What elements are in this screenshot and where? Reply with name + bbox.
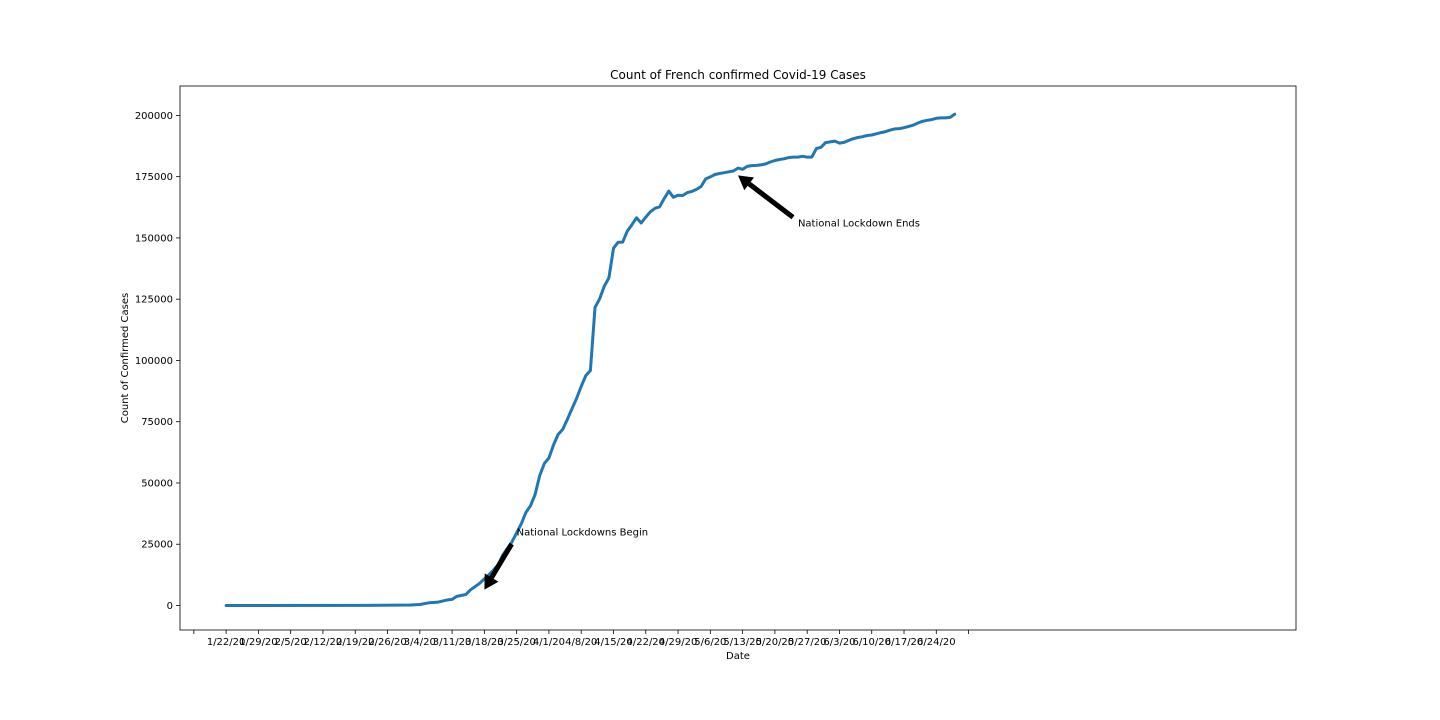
x-tick-label: 5/13/20 [723, 637, 762, 648]
x-tick-label: 2/5/20 [275, 637, 307, 648]
x-tick-label: 5/6/20 [694, 637, 726, 648]
y-tick-label: 25000 [141, 540, 173, 551]
x-tick-label: 6/24/20 [917, 637, 956, 648]
y-tick-label: 100000 [135, 356, 173, 367]
y-tick-label: 75000 [141, 417, 173, 428]
series-line-0 [224, 112, 957, 607]
x-tick-label: 6/17/20 [885, 637, 924, 648]
y-tick-label: 0 [167, 601, 173, 612]
y-tick-label: 200000 [135, 111, 173, 122]
chart-title: Count of French confirmed Covid-19 Cases [610, 68, 866, 82]
plot-area-frame [179, 85, 1297, 631]
y-axis-label: Count of Confirmed Cases [120, 293, 131, 423]
y-tick-label: 50000 [141, 478, 173, 489]
x-axis: 1/22/201/29/202/5/202/12/202/19/202/26/2… [193, 630, 969, 648]
series-layer [224, 112, 957, 607]
x-tick-label: 1/29/20 [239, 637, 278, 648]
x-tick-label: 2/19/20 [336, 637, 375, 648]
x-tick-label: 4/1/20 [533, 637, 565, 648]
x-tick-label: 6/10/20 [852, 637, 891, 648]
y-tick-label: 150000 [135, 233, 173, 244]
x-tick-label: 4/22/20 [626, 637, 665, 648]
x-tick-label: 1/22/20 [207, 637, 246, 648]
x-tick-label: 3/11/20 [433, 637, 472, 648]
annotation-label: National Lockdowns Begin [517, 527, 649, 538]
y-tick-label: 125000 [135, 295, 173, 306]
annotation-arrow-head [738, 175, 754, 191]
annotation-label: National Lockdown Ends [798, 219, 920, 230]
x-tick-label: 3/18/20 [465, 637, 504, 648]
y-axis: 0 25000 50000 75000 100000 125000 150000 175000… [135, 111, 180, 612]
x-tick-label: 6/3/20 [823, 637, 855, 648]
x-tick-label: 4/8/20 [565, 637, 597, 648]
x-tick-label: 4/15/20 [594, 637, 633, 648]
annotation-arrow-shaft [747, 181, 795, 220]
annotation-arrow-head [484, 573, 499, 590]
x-tick-label: 5/20/20 [756, 637, 795, 648]
annotations: National Lockdowns Begin National Lockdow… [484, 175, 920, 590]
x-axis-label: Date [726, 651, 750, 662]
x-tick-label: 2/26/20 [368, 637, 407, 648]
annotation-arrow-shaft [489, 542, 514, 579]
x-tick-label: 3/25/20 [497, 637, 536, 648]
x-tick-label: 4/29/20 [659, 637, 698, 648]
x-tick-label: 3/4/20 [404, 637, 436, 648]
x-tick-label: 2/12/20 [304, 637, 343, 648]
x-tick-label: 5/27/20 [788, 637, 827, 648]
y-tick-label: 175000 [135, 172, 173, 183]
